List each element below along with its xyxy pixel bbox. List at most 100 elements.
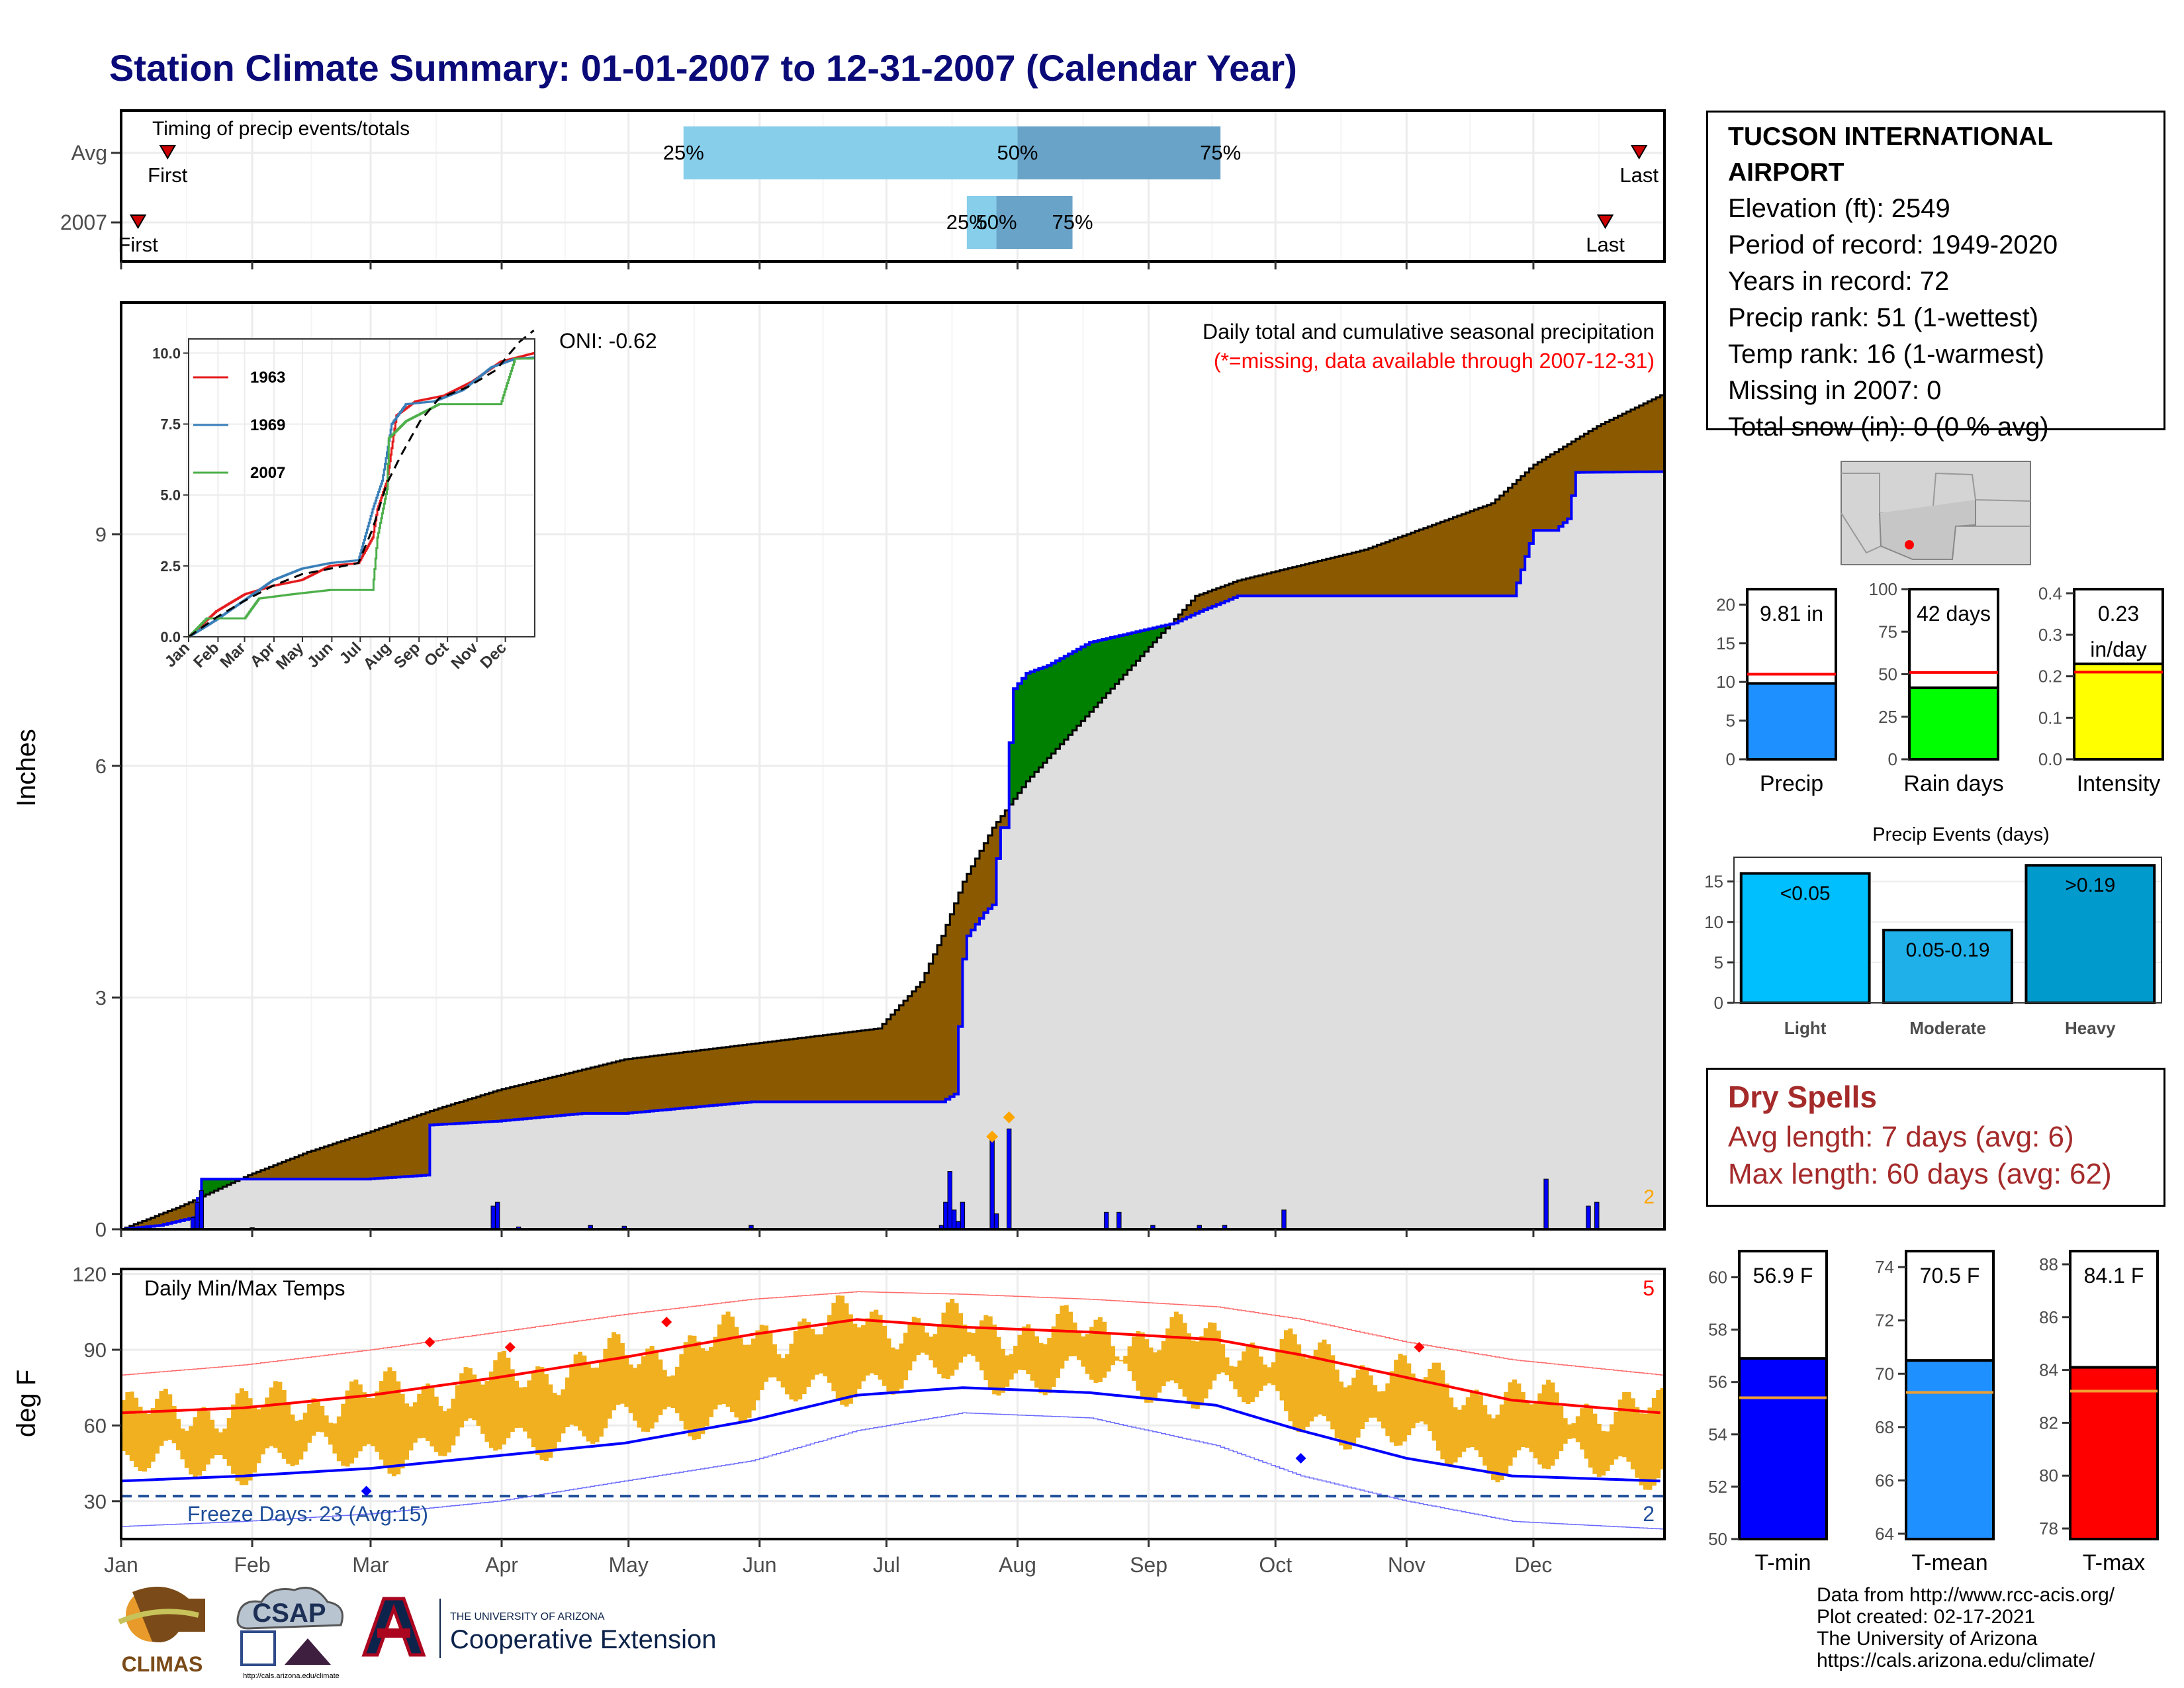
bar-axis-label: Intensity (2077, 771, 2161, 796)
daily-temp-bar (467, 1368, 473, 1419)
period-text: Period of record: 1949-2020 (1728, 230, 2058, 259)
y-tick-label: 9 (95, 523, 107, 546)
q25-label: 25% (663, 141, 704, 164)
credit-url: https://cals.arizona.edu/climate/ (1817, 1650, 2095, 1671)
month-label: Nov (1388, 1553, 1426, 1577)
daily-temp-bar (320, 1405, 325, 1432)
daily-temp-bar (607, 1338, 612, 1419)
daily-temp-bar (1030, 1328, 1035, 1381)
daily-temp-bar (383, 1371, 388, 1468)
daily-temp-bar (1563, 1418, 1568, 1444)
y-tick-label: 58 (1708, 1320, 1727, 1340)
y-tick-label: 68 (1875, 1417, 1894, 1437)
last-label: Last (1586, 233, 1625, 256)
daily-temp-bar (683, 1342, 688, 1430)
daily-temp-bar (768, 1333, 773, 1378)
daily-temp-bar (557, 1395, 562, 1442)
daily-temp-bar (197, 1409, 202, 1476)
daily-temp-bar (1656, 1389, 1661, 1479)
daily-temp-bar (1207, 1322, 1212, 1389)
daily-temp-bar (962, 1324, 968, 1357)
timing-panel-border (120, 109, 1666, 263)
daily-temp-bar (641, 1356, 646, 1432)
daily-temp-bar (1529, 1404, 1534, 1452)
daily-temp-bar (1622, 1392, 1627, 1458)
daily-precip-bar (951, 1209, 957, 1230)
daily-temp-bar (1093, 1319, 1099, 1383)
daily-temp-bar (442, 1411, 447, 1456)
daily-temp-bar (907, 1322, 913, 1371)
daily-temp-bar (1415, 1381, 1420, 1423)
daily-temp-bar (929, 1336, 934, 1360)
event-bar-label: <0.05 (1780, 882, 1831, 904)
daily-temp-bar (717, 1324, 722, 1405)
month-label: Oct (1259, 1553, 1292, 1577)
daily-temp-bar (1385, 1383, 1390, 1436)
daily-temp-bar (1309, 1356, 1314, 1422)
daily-temp-bar (1359, 1365, 1365, 1429)
event-category-label: Moderate (1909, 1018, 1986, 1038)
daily-precip-bar (947, 1171, 952, 1230)
daily-precip-bar (1116, 1211, 1122, 1230)
daily-temp-bar (586, 1362, 591, 1442)
y-tick-label: 72 (1875, 1311, 1894, 1331)
daily-temp-bar (1435, 1362, 1441, 1451)
daily-temp-bar (633, 1368, 638, 1421)
daily-temp-bar (1140, 1332, 1145, 1399)
daily-temp-bar (700, 1348, 705, 1434)
daily-temp-bar (1601, 1430, 1606, 1476)
credit-university: The University of Arizona (1817, 1628, 2038, 1650)
daily-temp-bar (590, 1368, 596, 1444)
summary-bar (1738, 1357, 1828, 1541)
daily-temp-bar (1651, 1398, 1657, 1486)
daily-temp-bar (649, 1346, 655, 1429)
daily-temp-bar (1639, 1413, 1644, 1485)
inset-bg (189, 339, 535, 637)
daily-temp-bar (725, 1311, 731, 1407)
daily-temp-bar (1279, 1338, 1285, 1401)
daily-temp-bar (654, 1350, 659, 1423)
daily-temp-bar (713, 1336, 718, 1410)
daily-temp-bar (379, 1381, 384, 1460)
daily-temp-bar (201, 1407, 206, 1472)
inset-average-line (188, 329, 535, 638)
bar-axis-label: Precip (1760, 771, 1823, 796)
summary-bar (1908, 686, 1999, 761)
month-label: Feb (234, 1553, 270, 1577)
daily-temp-bar (205, 1411, 210, 1465)
daily-temp-bar (171, 1405, 177, 1444)
daily-temp-bar (966, 1332, 972, 1354)
daily-temp-bar (612, 1332, 617, 1411)
daily-temp-bar (1060, 1305, 1065, 1369)
y-tick-label: 0.1 (2038, 708, 2062, 727)
first-label: First (118, 233, 158, 256)
daily-temp-bar (146, 1413, 152, 1468)
missing-text: Missing in 2007: 0 (1728, 376, 1942, 405)
daily-temp-bar (527, 1380, 532, 1439)
daily-temp-bar (430, 1387, 435, 1447)
daily-temp-bar (1364, 1367, 1369, 1423)
record-high-marker (1414, 1342, 1425, 1353)
daily-temp-bar (1042, 1344, 1048, 1395)
daily-temp-bar (1000, 1348, 1005, 1393)
daily-temp-bar (704, 1350, 709, 1427)
temps-title: Daily Min/Max Temps (144, 1276, 345, 1300)
daily-temp-bar (1271, 1362, 1276, 1385)
daily-temp-bar (1118, 1360, 1124, 1362)
snow-text: Total snow (in): 0 (0 % avg) (1728, 412, 2049, 442)
daily-temp-bar (1250, 1342, 1255, 1402)
daily-temp-bar (1398, 1354, 1403, 1446)
daily-temp-bar (679, 1354, 684, 1421)
daily-temp-bar (1614, 1411, 1619, 1460)
daily-temp-bar (780, 1358, 786, 1388)
daily-temp-bar (598, 1360, 604, 1437)
daily-temp-bar (1173, 1311, 1179, 1383)
daily-temp-bar (1381, 1391, 1386, 1429)
record-low-marker (1295, 1452, 1306, 1464)
daily-precip-bar (490, 1205, 496, 1230)
y-tick-label: 70 (1875, 1364, 1894, 1383)
inset-y-tick: 10.0 (152, 345, 181, 361)
y-tick-label: 86 (2039, 1307, 2058, 1327)
daily-temp-bar (1343, 1387, 1348, 1450)
